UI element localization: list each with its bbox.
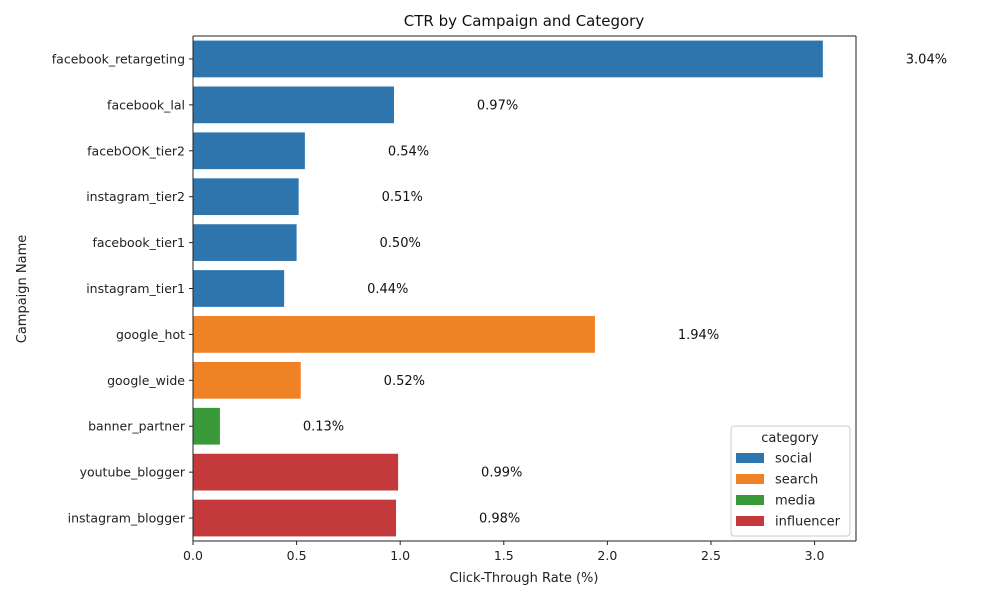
bar-instagram_tier2 bbox=[193, 178, 299, 216]
bar-instagram_blogger bbox=[193, 499, 397, 537]
legend-title: category bbox=[761, 431, 819, 446]
legend-label-influencer: influencer bbox=[775, 515, 841, 530]
y-tick-label-facebook_retargeting: facebook_retargeting bbox=[52, 51, 185, 66]
legend-swatch-media bbox=[736, 495, 764, 505]
x-tick-label: 0.5 bbox=[287, 548, 307, 563]
value-label-instagram_tier1: 0.44% bbox=[367, 282, 408, 297]
legend-swatch-search bbox=[736, 474, 764, 484]
y-tick-label-banner_partner: banner_partner bbox=[88, 419, 186, 434]
legend-swatch-social bbox=[736, 453, 764, 463]
y-axis-title: Campaign Name bbox=[15, 235, 30, 344]
value-label-google_wide: 0.52% bbox=[384, 374, 425, 389]
x-tick-label: 1.5 bbox=[494, 548, 514, 563]
legend-label-search: search bbox=[775, 473, 818, 488]
y-tick-label-youtube_blogger: youtube_blogger bbox=[80, 465, 186, 480]
bar-google_hot bbox=[193, 316, 595, 353]
bar-facebook_tier1 bbox=[193, 224, 297, 261]
y-tick-label-instagram_tier1: instagram_tier1 bbox=[86, 281, 185, 296]
bar-facebook_retargeting bbox=[193, 40, 823, 78]
bar-youtube_blogger bbox=[193, 453, 399, 491]
x-tick-label: 2.5 bbox=[701, 548, 721, 563]
y-tick-label-instagram_blogger: instagram_blogger bbox=[68, 511, 186, 526]
value-label-google_hot: 1.94% bbox=[678, 328, 719, 343]
value-labels-layer: 3.04% 0.97% 0.54% 0.51% 0.50% 0.44% 1.94% 0.52%… bbox=[303, 52, 947, 526]
chart-title: CTR by Campaign and Category bbox=[404, 12, 645, 30]
y-tick-label-facebook_lal: facebook_lal bbox=[107, 97, 185, 112]
x-tick-label: 2.0 bbox=[597, 548, 617, 563]
x-tick-label: 1.0 bbox=[390, 548, 410, 563]
bars-layer bbox=[193, 40, 823, 537]
value-label-youtube_blogger: 0.99% bbox=[481, 466, 522, 481]
legend-label-media: media bbox=[775, 494, 816, 509]
bar-instagram_tier1 bbox=[193, 270, 285, 307]
y-tick-label-instagram_tier2: instagram_tier2 bbox=[86, 189, 185, 204]
bar-facebOOK_tier2 bbox=[193, 132, 305, 170]
legend-swatch-influencer bbox=[736, 516, 764, 526]
value-label-facebook_lal: 0.97% bbox=[477, 98, 518, 113]
bar-banner_partner bbox=[193, 407, 220, 445]
legend: category social search media influencer bbox=[730, 425, 851, 537]
x-axis-title: Click-Through Rate (%) bbox=[450, 571, 599, 586]
x-axis-ticks: 0.0 0.5 1.0 1.5 2.0 2.5 3.0 bbox=[183, 541, 825, 563]
x-tick-label: 0.0 bbox=[183, 548, 203, 563]
bar-google_wide bbox=[193, 361, 301, 399]
y-tick-label-facebOOK_tier2: facebOOK_tier2 bbox=[87, 143, 185, 158]
value-label-facebook_tier1: 0.50% bbox=[380, 236, 421, 251]
y-axis-ticks: facebook_retargeting facebook_lal facebOOK… bbox=[52, 51, 193, 526]
value-label-banner_partner: 0.13% bbox=[303, 420, 344, 435]
bar-facebook_lal bbox=[193, 86, 394, 124]
y-tick-label-google_hot: google_hot bbox=[116, 327, 185, 342]
y-tick-label-google_wide: google_wide bbox=[107, 373, 185, 388]
y-tick-label-facebook_tier1: facebook_tier1 bbox=[93, 235, 186, 250]
value-label-instagram_tier2: 0.51% bbox=[382, 190, 423, 205]
legend-entries: social search media influencer bbox=[736, 452, 841, 530]
value-label-facebOOK_tier2: 0.54% bbox=[388, 144, 429, 159]
value-label-facebook_retargeting: 3.04% bbox=[906, 52, 947, 67]
value-label-instagram_blogger: 0.98% bbox=[479, 512, 520, 527]
x-tick-label: 3.0 bbox=[805, 548, 825, 563]
legend-label-social: social bbox=[775, 452, 812, 467]
